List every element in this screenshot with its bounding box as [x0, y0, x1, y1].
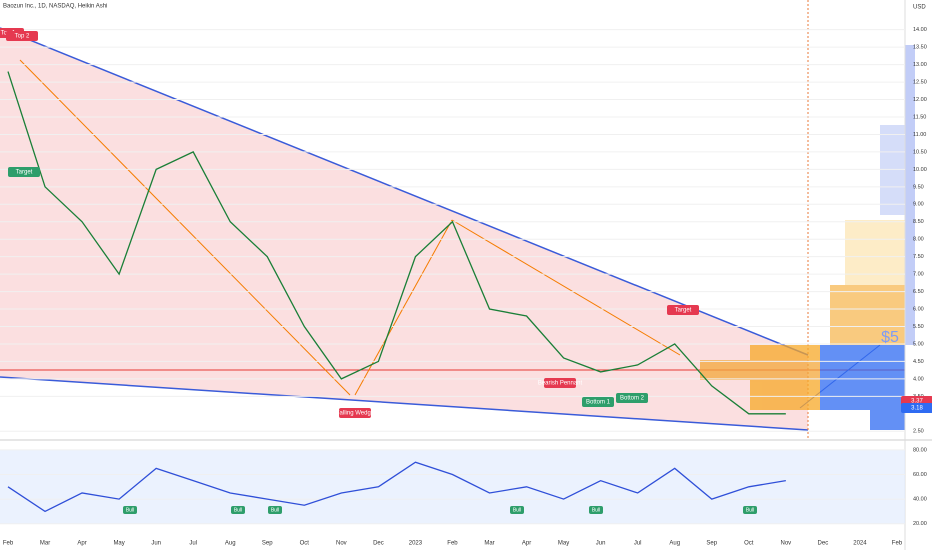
annotation-badge	[8, 167, 40, 177]
x-tick-label: Nov	[781, 541, 792, 547]
y-tick-label: 13.00	[913, 62, 927, 68]
pattern-line	[451, 219, 681, 356]
y-tick-label: 7.00	[913, 272, 924, 278]
y-tick-label: 13.50	[913, 45, 927, 51]
annotation: Bull	[271, 507, 279, 513]
annotation: 3.18	[911, 406, 923, 412]
trend-line	[0, 376, 809, 431]
x-tick-label: May	[558, 541, 569, 547]
y-tick-label: 9.00	[913, 202, 924, 208]
x-tick-label: Mar	[484, 541, 494, 547]
annotation: Target	[16, 170, 33, 176]
x-tick-label: Jun	[596, 541, 606, 547]
y-tick-label: 9.50	[913, 184, 924, 190]
y-tick-label: 6.50	[913, 289, 924, 295]
x-tick-label: 2024	[853, 541, 867, 547]
x-tick-label: Jun	[151, 541, 161, 547]
y-tick-label: 7.50	[913, 254, 924, 260]
y-tick-label: 8.50	[913, 219, 924, 225]
annotation-badge	[339, 408, 371, 418]
y-tick-label: 80.00	[913, 447, 927, 453]
y-tick-label: 5.00	[913, 341, 924, 347]
annotation: Bull	[592, 507, 600, 513]
annotation: 3.37	[911, 399, 923, 405]
annotation-badge	[231, 506, 245, 514]
annotation: Bottom 1	[586, 400, 611, 406]
annotation-badge	[544, 378, 576, 388]
annotation-badge	[123, 506, 137, 514]
x-tick-label: Feb	[447, 541, 458, 547]
annotation-badge	[6, 31, 38, 41]
y-tick-label: 20.00	[913, 521, 927, 527]
annotation-badge	[743, 506, 757, 514]
annotation: Bottom 2	[620, 396, 645, 402]
y-tick-label: 14.00	[913, 27, 927, 33]
wedge-area	[0, 28, 808, 430]
volume-profile	[700, 45, 915, 430]
y-tick-label: 4.00	[913, 376, 924, 382]
annotation-badge	[510, 506, 524, 514]
pattern-line	[354, 219, 453, 396]
x-tick-label: Aug	[225, 541, 236, 547]
y-tick-label: 11.50	[913, 114, 926, 120]
y-tick-label: 60.00	[913, 472, 927, 478]
annotation-badge	[582, 397, 614, 407]
x-tick-label: Dec	[818, 541, 829, 547]
annotation-badge	[268, 506, 282, 514]
annotation: Bull	[234, 507, 242, 513]
pattern-line	[19, 59, 351, 396]
currency: USD	[913, 5, 926, 11]
annotation-badge	[589, 506, 603, 514]
annotation: Bull	[513, 507, 521, 513]
annotation-badge	[901, 403, 932, 413]
annotation-badge	[616, 393, 648, 403]
y-tick-label: 11.00	[913, 132, 926, 138]
price-line	[7, 461, 786, 513]
annotation: Top 2	[15, 34, 30, 40]
annotation: Target	[675, 308, 692, 314]
x-tick-label: Jul	[634, 541, 642, 547]
x-tick-label: Oct	[300, 541, 310, 547]
y-tick-label: 40.00	[913, 497, 927, 503]
x-tick-label: Oct	[744, 541, 754, 547]
x-tick-label: Apr	[522, 541, 531, 547]
price-line	[7, 71, 786, 415]
y-tick-label: 12.00	[913, 97, 927, 103]
x-tick-label: Feb	[892, 541, 903, 547]
x-tick-label: Sep	[262, 541, 273, 547]
y-tick-label: 10.00	[913, 167, 927, 173]
x-tick-label: Nov	[336, 541, 347, 547]
y-tick-label: 4.50	[913, 359, 924, 365]
y-tick-label: 8.00	[913, 237, 924, 243]
annotation: Bull	[126, 507, 134, 513]
annotation: $5	[881, 329, 899, 346]
x-tick-label: Apr	[77, 541, 86, 547]
y-tick-label: 6.00	[913, 307, 924, 313]
y-tick-label: 12.50	[913, 80, 927, 86]
x-tick-label: Aug	[669, 541, 680, 547]
chart-title: Baozun Inc., 1D, NASDAQ, Heikin Ashi	[3, 4, 107, 10]
annotation: Bull	[746, 507, 754, 513]
annotation-badge	[667, 305, 699, 315]
y-tick-label: 5.50	[913, 324, 924, 330]
x-tick-label: Sep	[706, 541, 717, 547]
x-tick-label: Feb	[3, 541, 14, 547]
x-tick-label: Dec	[373, 541, 384, 547]
x-tick-label: Jul	[189, 541, 197, 547]
annotation: Falling Wedge	[336, 411, 375, 417]
x-tick-label: May	[113, 541, 124, 547]
x-tick-label: Mar	[40, 541, 50, 547]
x-tick-label: 2023	[409, 541, 423, 547]
y-tick-label: 2.50	[913, 429, 924, 435]
annotation: Bearish Pennant	[538, 381, 583, 387]
y-tick-label: 10.50	[913, 149, 927, 155]
